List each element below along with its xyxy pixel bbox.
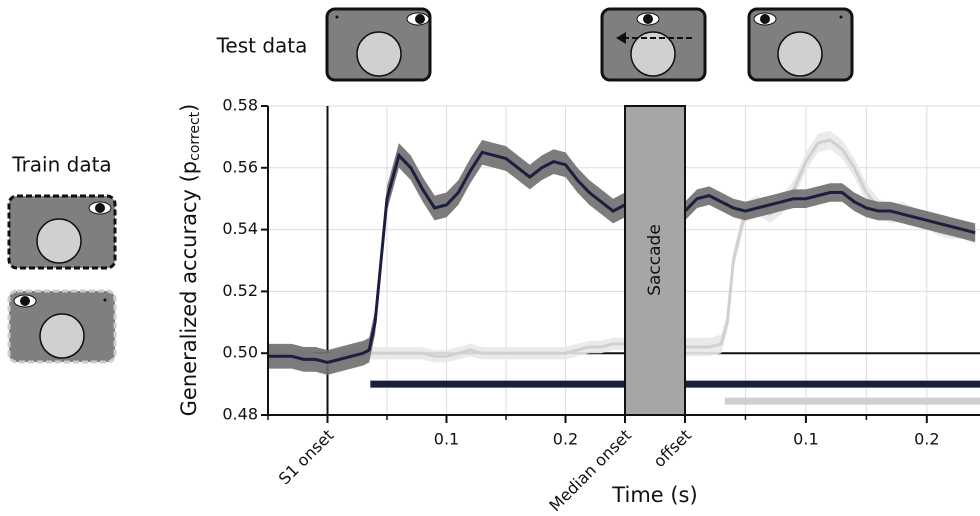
y-tick-label: 0.56 bbox=[222, 157, 258, 176]
x-tick-label: 0.1 bbox=[793, 430, 818, 449]
y-tick-label: 0.54 bbox=[222, 219, 258, 238]
screen bbox=[600, 7, 707, 82]
screen bbox=[325, 7, 432, 82]
screen bbox=[7, 289, 117, 364]
x-tick-label: 0.1 bbox=[434, 430, 459, 449]
x-tick-label: 0.2 bbox=[553, 430, 578, 449]
train-label: Train data bbox=[11, 153, 111, 177]
x-tick-label: S1 onset bbox=[275, 426, 338, 489]
y-tick-label: 0.52 bbox=[222, 281, 258, 300]
x-axis-label: Time (s) bbox=[611, 483, 697, 507]
y-tick-label: 0.48 bbox=[222, 405, 258, 424]
y-label-main: Generalized accuracy (p bbox=[177, 161, 201, 417]
icons: Test data Train data bbox=[7, 7, 854, 364]
screen bbox=[7, 194, 117, 270]
y-tick-label: 0.50 bbox=[222, 343, 258, 362]
saccade-label: Saccade bbox=[645, 224, 665, 296]
line bbox=[685, 138, 976, 349]
saccade-band bbox=[624, 105, 686, 416]
error-band bbox=[268, 139, 625, 375]
line bbox=[683, 191, 976, 235]
test-label: Test data bbox=[216, 34, 308, 58]
y-label-end: ) bbox=[177, 104, 201, 112]
x-tick-label: offset bbox=[650, 426, 695, 471]
y-label-sub: correct bbox=[187, 111, 203, 161]
error-band bbox=[685, 183, 976, 242]
line bbox=[268, 150, 626, 365]
y-axis-label: Generalized accuracy (pcorrect) bbox=[177, 104, 203, 417]
y-tick-label: 0.58 bbox=[222, 96, 258, 115]
marks bbox=[267, 106, 980, 415]
x-tick-label: 0.2 bbox=[914, 430, 939, 449]
screen bbox=[747, 7, 854, 82]
